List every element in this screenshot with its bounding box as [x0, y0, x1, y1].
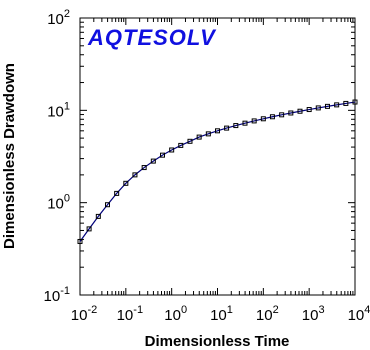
tick-exponent: 0 — [181, 304, 187, 316]
marker — [178, 142, 184, 148]
tick-label: 104 — [348, 304, 370, 324]
tick-exponent: 4 — [364, 304, 370, 316]
tick-exponent: 2 — [273, 304, 279, 316]
tick-label: 102 — [256, 304, 279, 324]
tick-label: 103 — [302, 304, 325, 324]
marker — [215, 128, 220, 134]
marker — [233, 123, 239, 129]
marker — [160, 152, 166, 158]
tick-exponent: -1 — [133, 304, 143, 316]
marker — [224, 125, 230, 131]
tick-base: 10 — [164, 307, 181, 324]
marker — [306, 107, 312, 113]
plot-frame — [79, 17, 356, 296]
tick-exponent: -1 — [60, 285, 70, 297]
tick-label: 10-2 — [71, 304, 97, 324]
marker — [104, 202, 110, 208]
marker — [77, 238, 83, 244]
tick-exponent: 0 — [64, 193, 70, 205]
marker — [297, 108, 303, 114]
tick-base: 10 — [210, 307, 227, 324]
marker — [95, 213, 101, 219]
tick-base: 10 — [256, 307, 273, 324]
marker — [123, 180, 129, 186]
marker — [288, 110, 294, 116]
marker — [196, 134, 202, 140]
marker — [169, 147, 175, 153]
marker — [150, 158, 156, 164]
tick-base: 10 — [47, 11, 64, 28]
tick-base: 10 — [71, 307, 88, 324]
marker — [343, 100, 349, 106]
marker — [352, 99, 358, 105]
tick-exponent: -2 — [87, 304, 97, 316]
marker — [242, 120, 248, 126]
marker — [141, 165, 147, 171]
tick-base: 10 — [348, 307, 365, 324]
marker — [86, 226, 92, 232]
marker — [132, 172, 138, 178]
tick-base: 10 — [117, 307, 134, 324]
tick-label: 100 — [164, 304, 187, 324]
tick-base: 10 — [44, 288, 61, 305]
marker — [324, 103, 330, 109]
tick-exponent: 2 — [64, 8, 70, 20]
marker — [279, 112, 285, 118]
marker — [251, 118, 257, 124]
marker — [315, 105, 321, 111]
tick-base: 10 — [47, 103, 64, 120]
tick-label: 10-1 — [44, 285, 70, 305]
tick-label: 102 — [47, 8, 70, 28]
tick-label: 101 — [210, 304, 233, 324]
marker — [205, 131, 211, 137]
tick-base: 10 — [302, 307, 319, 324]
tick-label: 10-1 — [117, 304, 143, 324]
y-axis-title: Dimensionless Drawdown — [1, 63, 18, 249]
marker — [334, 102, 340, 108]
tick-exponent: 1 — [227, 304, 233, 316]
tick-exponent: 1 — [64, 100, 70, 112]
x-axis-title: Dimensionless Time — [145, 333, 290, 350]
logo: AQTESOLV — [87, 25, 217, 50]
tick-base: 10 — [47, 196, 64, 213]
marker — [187, 138, 193, 144]
marker — [260, 116, 266, 122]
tick-exponent: 3 — [318, 304, 324, 316]
tick-label: 100 — [47, 193, 70, 213]
tick-label: 101 — [47, 100, 70, 120]
marker — [269, 114, 275, 120]
marker — [114, 190, 120, 196]
curve — [79, 101, 356, 242]
